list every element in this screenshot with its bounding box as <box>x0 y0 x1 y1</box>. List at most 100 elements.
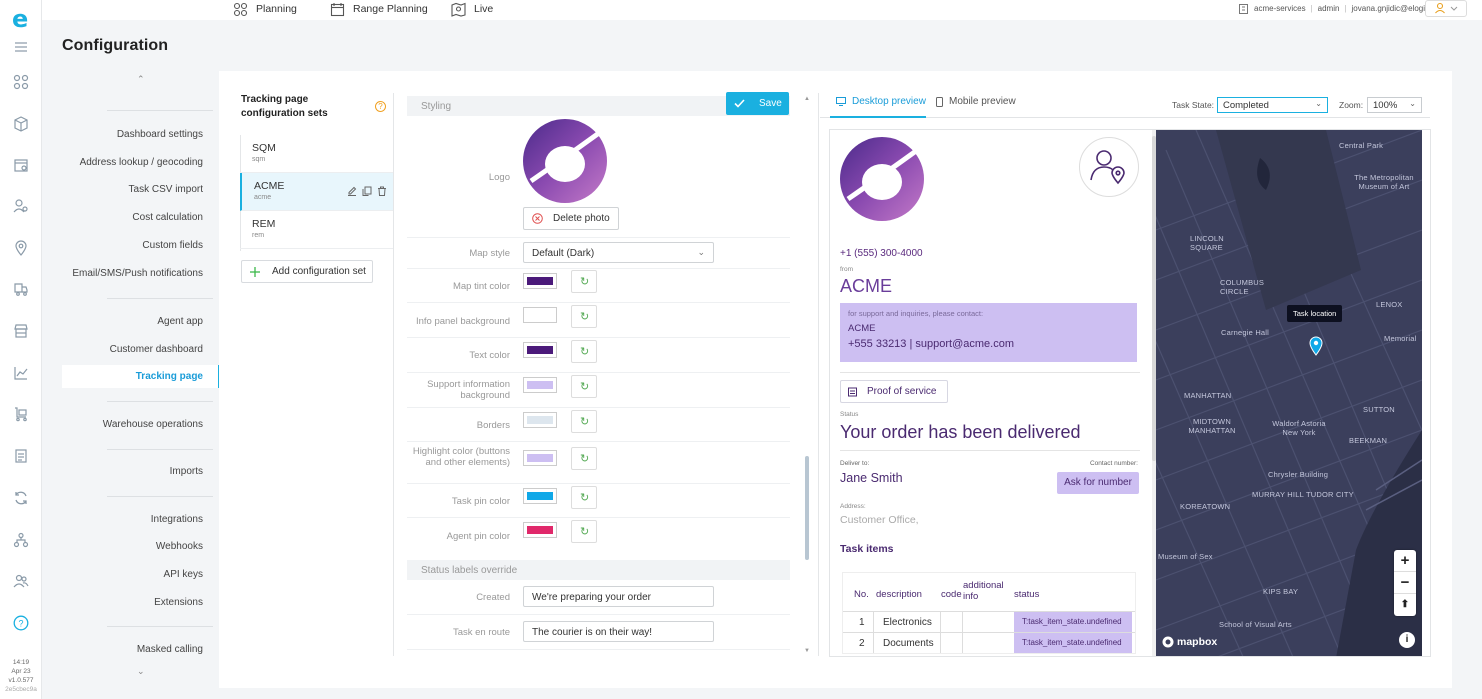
color-swatch-text[interactable] <box>523 342 557 358</box>
hierarchy-icon[interactable] <box>13 532 29 548</box>
ask-for-number-button[interactable]: Ask for number <box>1057 472 1139 494</box>
task-state-select[interactable]: Completed ⌄ <box>1217 97 1328 113</box>
calendar-icon[interactable] <box>13 157 29 173</box>
color-swatch-task-pin[interactable] <box>523 488 557 504</box>
analytics-icon[interactable] <box>13 365 29 381</box>
sidebar-item-cost-calculation[interactable]: Cost calculation <box>132 212 203 223</box>
reset-color-button[interactable]: ↻ <box>571 270 597 293</box>
color-swatch-info-panel[interactable] <box>523 307 557 323</box>
reset-color-button[interactable]: ↻ <box>571 375 597 398</box>
color-swatch-support-bg[interactable] <box>523 377 557 393</box>
sidebar-item-warehouse-operations[interactable]: Warehouse operations <box>102 419 203 430</box>
sidebar-item-task-csv-import[interactable]: Task CSV import <box>128 184 203 195</box>
scroll-down-arrow[interactable]: ▼ <box>804 648 810 654</box>
proof-of-service-button[interactable]: Proof of service <box>840 380 948 403</box>
color-swatch-borders[interactable] <box>523 412 557 428</box>
set-item-acme[interactable]: ACME acme <box>240 173 393 211</box>
color-swatch-map-tint[interactable] <box>523 273 557 289</box>
help-icon[interactable]: ? <box>375 101 386 112</box>
reset-color-button[interactable]: ↻ <box>571 520 597 543</box>
divider <box>407 483 790 484</box>
map-info-icon[interactable]: i <box>1399 632 1415 648</box>
tab-mobile-preview[interactable]: Mobile preview <box>936 96 1016 107</box>
document-icon[interactable] <box>13 448 29 464</box>
en-route-label-input[interactable]: The courier is on their way! <box>523 621 714 642</box>
task-pin-icon[interactable] <box>1309 336 1323 356</box>
map-style-value: Default (Dark) <box>532 248 595 259</box>
map-style-select[interactable]: Default (Dark) ⌄ <box>523 242 714 263</box>
edit-icon[interactable] <box>347 186 357 196</box>
sets-title: Tracking page configuration sets <box>241 94 328 119</box>
sidebar-item-extensions[interactable]: Extensions <box>154 597 203 608</box>
user-email: jovana.gnjidic@elogii.com <box>1351 4 1445 13</box>
box-icon[interactable] <box>13 116 29 132</box>
delete-photo-button[interactable]: Delete photo <box>523 207 619 230</box>
sidebar-item-tracking-page[interactable]: Tracking page <box>135 371 203 382</box>
sidebar-item-integrations[interactable]: Integrations <box>150 514 203 525</box>
scroll-up-icon[interactable]: ⌃ <box>137 74 145 84</box>
nav-planning[interactable]: Planning <box>233 1 297 17</box>
scrollbar-thumb[interactable] <box>805 456 809 560</box>
preview-map[interactable]: Central Park The Metropolitan Museum of … <box>1156 130 1422 656</box>
elogii-logo[interactable]: e <box>12 5 29 33</box>
styling-section-title: Styling <box>421 101 452 112</box>
tab-divider <box>820 117 1430 118</box>
reset-color-button[interactable]: ↻ <box>571 410 597 433</box>
team-icon[interactable] <box>13 573 29 589</box>
delivery-icon[interactable] <box>13 281 29 297</box>
scroll-up-arrow[interactable]: ▲ <box>804 96 810 102</box>
zoom-select[interactable]: 100% ⌄ <box>1367 97 1422 113</box>
cart-icon[interactable] <box>13 406 29 422</box>
agents-icon[interactable] <box>13 198 29 214</box>
add-config-set-button[interactable]: Add configuration set <box>241 260 373 283</box>
sidebar-item-webhooks[interactable]: Webhooks <box>155 541 203 552</box>
reset-icon: ↻ <box>580 526 590 538</box>
color-swatch-agent-pin[interactable] <box>523 522 557 538</box>
copy-icon[interactable] <box>362 186 372 196</box>
tab-desktop-label: Desktop preview <box>852 96 926 107</box>
reset-icon: ↻ <box>580 346 590 358</box>
reset-color-button[interactable]: ↻ <box>571 447 597 470</box>
compass-icon[interactable]: ⬆ <box>1400 599 1410 610</box>
version-date: Apr 23 <box>11 668 31 675</box>
zoom-value: 100% <box>1373 100 1398 111</box>
sidebar-item-api-keys[interactable]: API keys <box>163 569 203 580</box>
sidebar-item-address-lookup[interactable]: Address lookup / geocoding <box>79 157 203 168</box>
help-icon[interactable]: ? <box>13 615 29 631</box>
scroll-down-icon[interactable]: ⌄ <box>137 666 145 676</box>
menu-icon[interactable] <box>13 39 29 55</box>
chevron-down-icon: ⌄ <box>697 247 705 257</box>
preview-company: ACME <box>840 276 893 296</box>
sidebar-item-agent-app[interactable]: Agent app <box>157 316 203 327</box>
store-icon[interactable] <box>13 323 29 339</box>
agent-avatar <box>1079 137 1139 197</box>
nav-live[interactable]: Live <box>451 1 493 17</box>
mobile-icon <box>936 96 943 107</box>
sidebar-item-notifications[interactable]: Email/SMS/Push notifications <box>72 268 203 279</box>
reset-color-button[interactable]: ↻ <box>571 340 597 363</box>
reset-color-button[interactable]: ↻ <box>571 305 597 328</box>
location-icon[interactable] <box>13 240 29 256</box>
sidebar-item-masked-calling[interactable]: Masked calling <box>136 644 203 655</box>
styling-scrollbar[interactable]: ▲ ▼ <box>804 96 810 656</box>
planning-icon[interactable] <box>13 74 29 90</box>
sidebar-item-imports[interactable]: Imports <box>169 466 203 477</box>
preview-scrollbar[interactable] <box>1152 130 1156 656</box>
color-swatch-highlight[interactable] <box>523 450 557 466</box>
sidebar-item-customer-dashboard[interactable]: Customer dashboard <box>109 344 203 355</box>
sidebar-item-custom-fields[interactable]: Custom fields <box>142 240 203 251</box>
zoom-in-button[interactable]: + <box>1394 550 1416 572</box>
set-item-rem[interactable]: REM rem <box>240 211 393 249</box>
account-menu-button[interactable] <box>1425 0 1467 17</box>
tab-desktop-preview[interactable]: Desktop preview <box>836 96 926 107</box>
sidebar-item-dashboard-settings[interactable]: Dashboard settings <box>116 129 203 140</box>
sync-icon[interactable] <box>13 490 29 506</box>
save-button[interactable]: Save <box>726 92 789 115</box>
reset-color-button[interactable]: ↻ <box>571 486 597 509</box>
nav-range-planning[interactable]: Range Planning <box>330 1 428 17</box>
trash-icon[interactable] <box>377 186 387 196</box>
desktop-icon <box>836 97 846 106</box>
created-label-input[interactable]: We're preparing your order <box>523 586 714 607</box>
set-item-sqm[interactable]: SQM sqm <box>240 135 393 173</box>
zoom-out-button[interactable]: − <box>1394 572 1416 594</box>
